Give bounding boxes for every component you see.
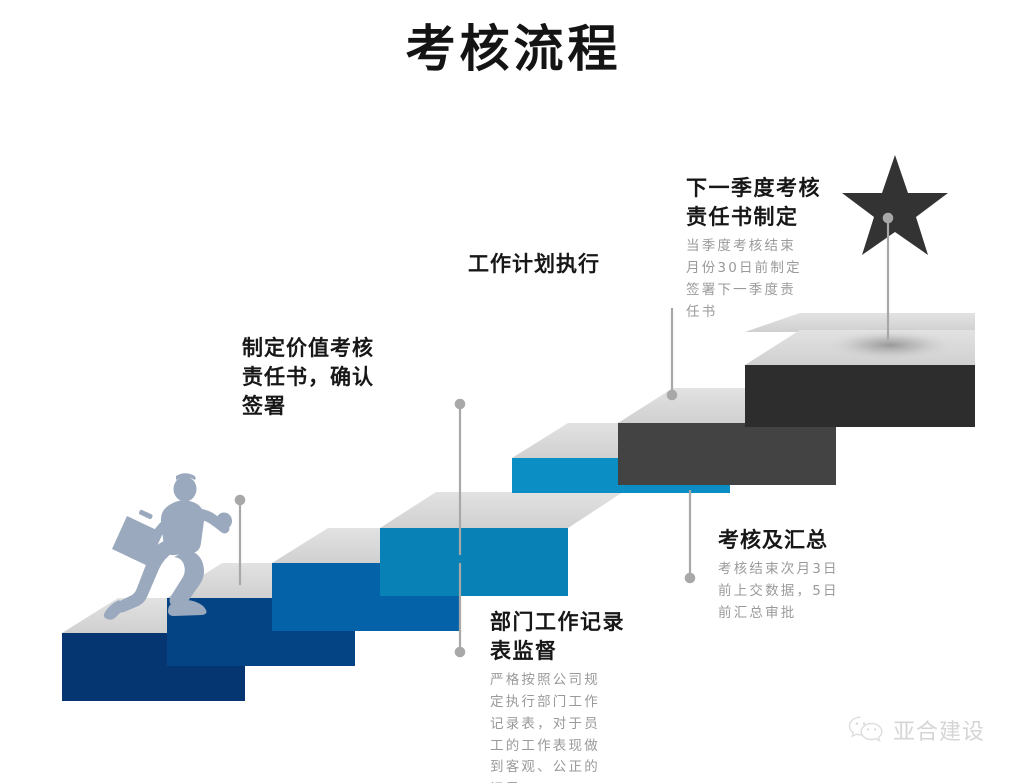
step-label-2: 工作计划执行 [468, 250, 678, 283]
step-label-4: 部门工作记录 表监督 严格按照公司规 定执行部门工作 记录表，对于员 工的工作表… [490, 608, 680, 783]
step-4-body: 严格按照公司规 定执行部门工作 记录表，对于员 工的工作表现做 到客观、公正的 … [490, 671, 600, 783]
step-4-heading: 部门工作记录 表监督 [490, 610, 625, 663]
step-1-heading: 制定价值考核 责任书，确认 签署 [242, 336, 374, 418]
pin-dot-2 [454, 398, 466, 410]
step-label-5: 考核及汇总 考核结束次月3日 前上交数据，5日 前汇总审批 [718, 526, 908, 625]
step-5-heading: 考核及汇总 [718, 528, 828, 552]
wechat-icon [848, 716, 883, 742]
connector-pins [234, 212, 894, 658]
watermark: 亚合建设 [848, 714, 985, 746]
page-title: 考核流程 [405, 20, 622, 78]
step-5-body: 考核结束次月3日 前上交数据，5日 前汇总审批 [718, 560, 839, 621]
step-3-body: 当季度考核结束 月份30日前制定 签署下一季度责 任书 [686, 237, 802, 320]
stair-step-top [745, 313, 975, 427]
businessman-running-icon [103, 473, 232, 620]
step-2-heading: 工作计划执行 [468, 252, 600, 276]
pin-dot-1 [234, 494, 246, 506]
pin-dot-3 [666, 389, 678, 401]
watermark-text: 亚合建设 [893, 720, 986, 745]
pin-dot-4 [882, 212, 894, 224]
step-label-1: 制定价值考核 责任书，确认 签署 [242, 334, 452, 425]
star-icon [842, 155, 948, 255]
step-3-heading: 下一季度考核 责任书制定 [686, 176, 821, 229]
pin-dot-6 [684, 572, 696, 584]
pin-dot-5 [454, 646, 466, 658]
step-label-3: 下一季度考核 责任书制定 当季度考核结束 月份30日前制定 签署下一季度责 任书 [686, 174, 866, 323]
